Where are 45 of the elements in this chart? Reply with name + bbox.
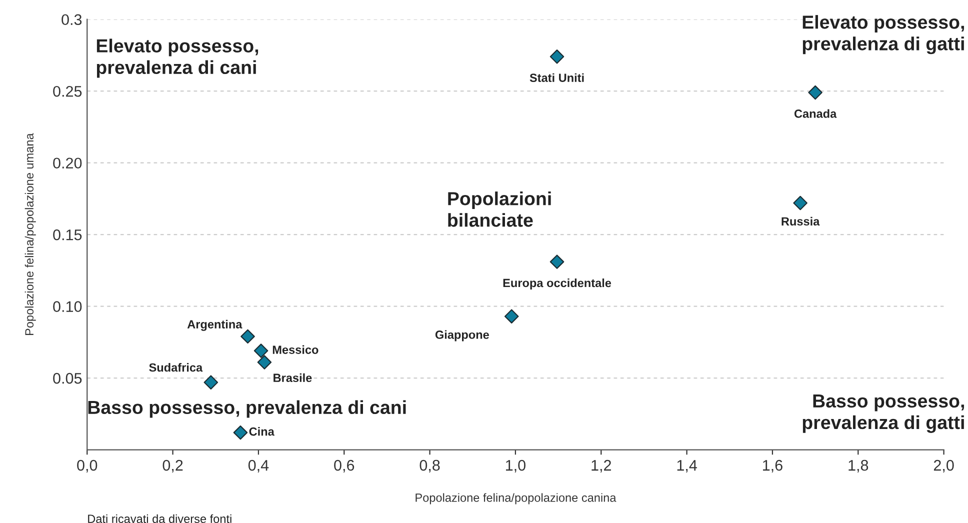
y-tick-label: 0.25 <box>53 86 82 97</box>
point <box>550 254 564 269</box>
point <box>793 196 808 210</box>
x-tick-label: 0,2 <box>162 460 183 473</box>
y-tick-label: 0.05 <box>53 372 82 384</box>
y-axis-title: Popolazione felina/popolazione umana <box>24 133 36 335</box>
y-tick-label: 0.20 <box>53 158 82 169</box>
x-tick-label: 1,8 <box>848 460 868 473</box>
annotation: Elevato possesso, prevalenza di cani <box>96 38 258 78</box>
annotation: Messico <box>272 345 318 354</box>
annotation: Europa occidentale <box>503 278 612 290</box>
point <box>257 355 272 370</box>
x-tick-label: 2,0 <box>934 460 954 473</box>
annotation: Giappone <box>435 330 489 342</box>
point <box>550 50 564 64</box>
annotation: Cina <box>249 427 274 436</box>
x-tick-label: 0,8 <box>420 460 440 473</box>
annotation: Argentina <box>187 320 242 331</box>
x-axis-title: Popolazione felina/popolazione canina <box>416 493 616 504</box>
x-tick-label: 1,4 <box>677 460 697 473</box>
y-tick-label: 0.10 <box>53 301 82 312</box>
x-tick-label: 0,6 <box>334 460 354 473</box>
x-tick-label: 1,0 <box>506 460 526 473</box>
annotation: Sudafrica <box>149 363 203 372</box>
annotation: Basso possesso, prevalenza di gatti <box>802 394 964 433</box>
annotation: Basso possesso, prevalenza di cani <box>88 400 406 418</box>
point <box>504 309 519 324</box>
annotation: Brasile <box>274 373 312 382</box>
point <box>233 425 248 440</box>
y-tick-label: 0.15 <box>53 229 82 240</box>
x-tick-label: 0,4 <box>248 460 269 473</box>
point <box>254 344 268 358</box>
y-tick-label: 0.3 <box>62 14 82 26</box>
point <box>240 329 255 344</box>
x-tick-label: 0,0 <box>77 460 98 473</box>
x-tick-label: 1,6 <box>763 460 782 473</box>
annotation: Popolazioni bilanciate <box>448 192 551 227</box>
annotation: Stati Uniti <box>530 73 584 82</box>
x-tick-label: 1,2 <box>592 460 611 473</box>
point <box>204 375 218 390</box>
text: Dati ricavati da diverse fonti <box>88 514 232 523</box>
annotation: Russia <box>782 216 820 226</box>
point <box>808 85 822 100</box>
annotation: Elevato possesso, prevalenza di gatti <box>802 15 964 54</box>
annotation: Canada <box>794 109 837 118</box>
